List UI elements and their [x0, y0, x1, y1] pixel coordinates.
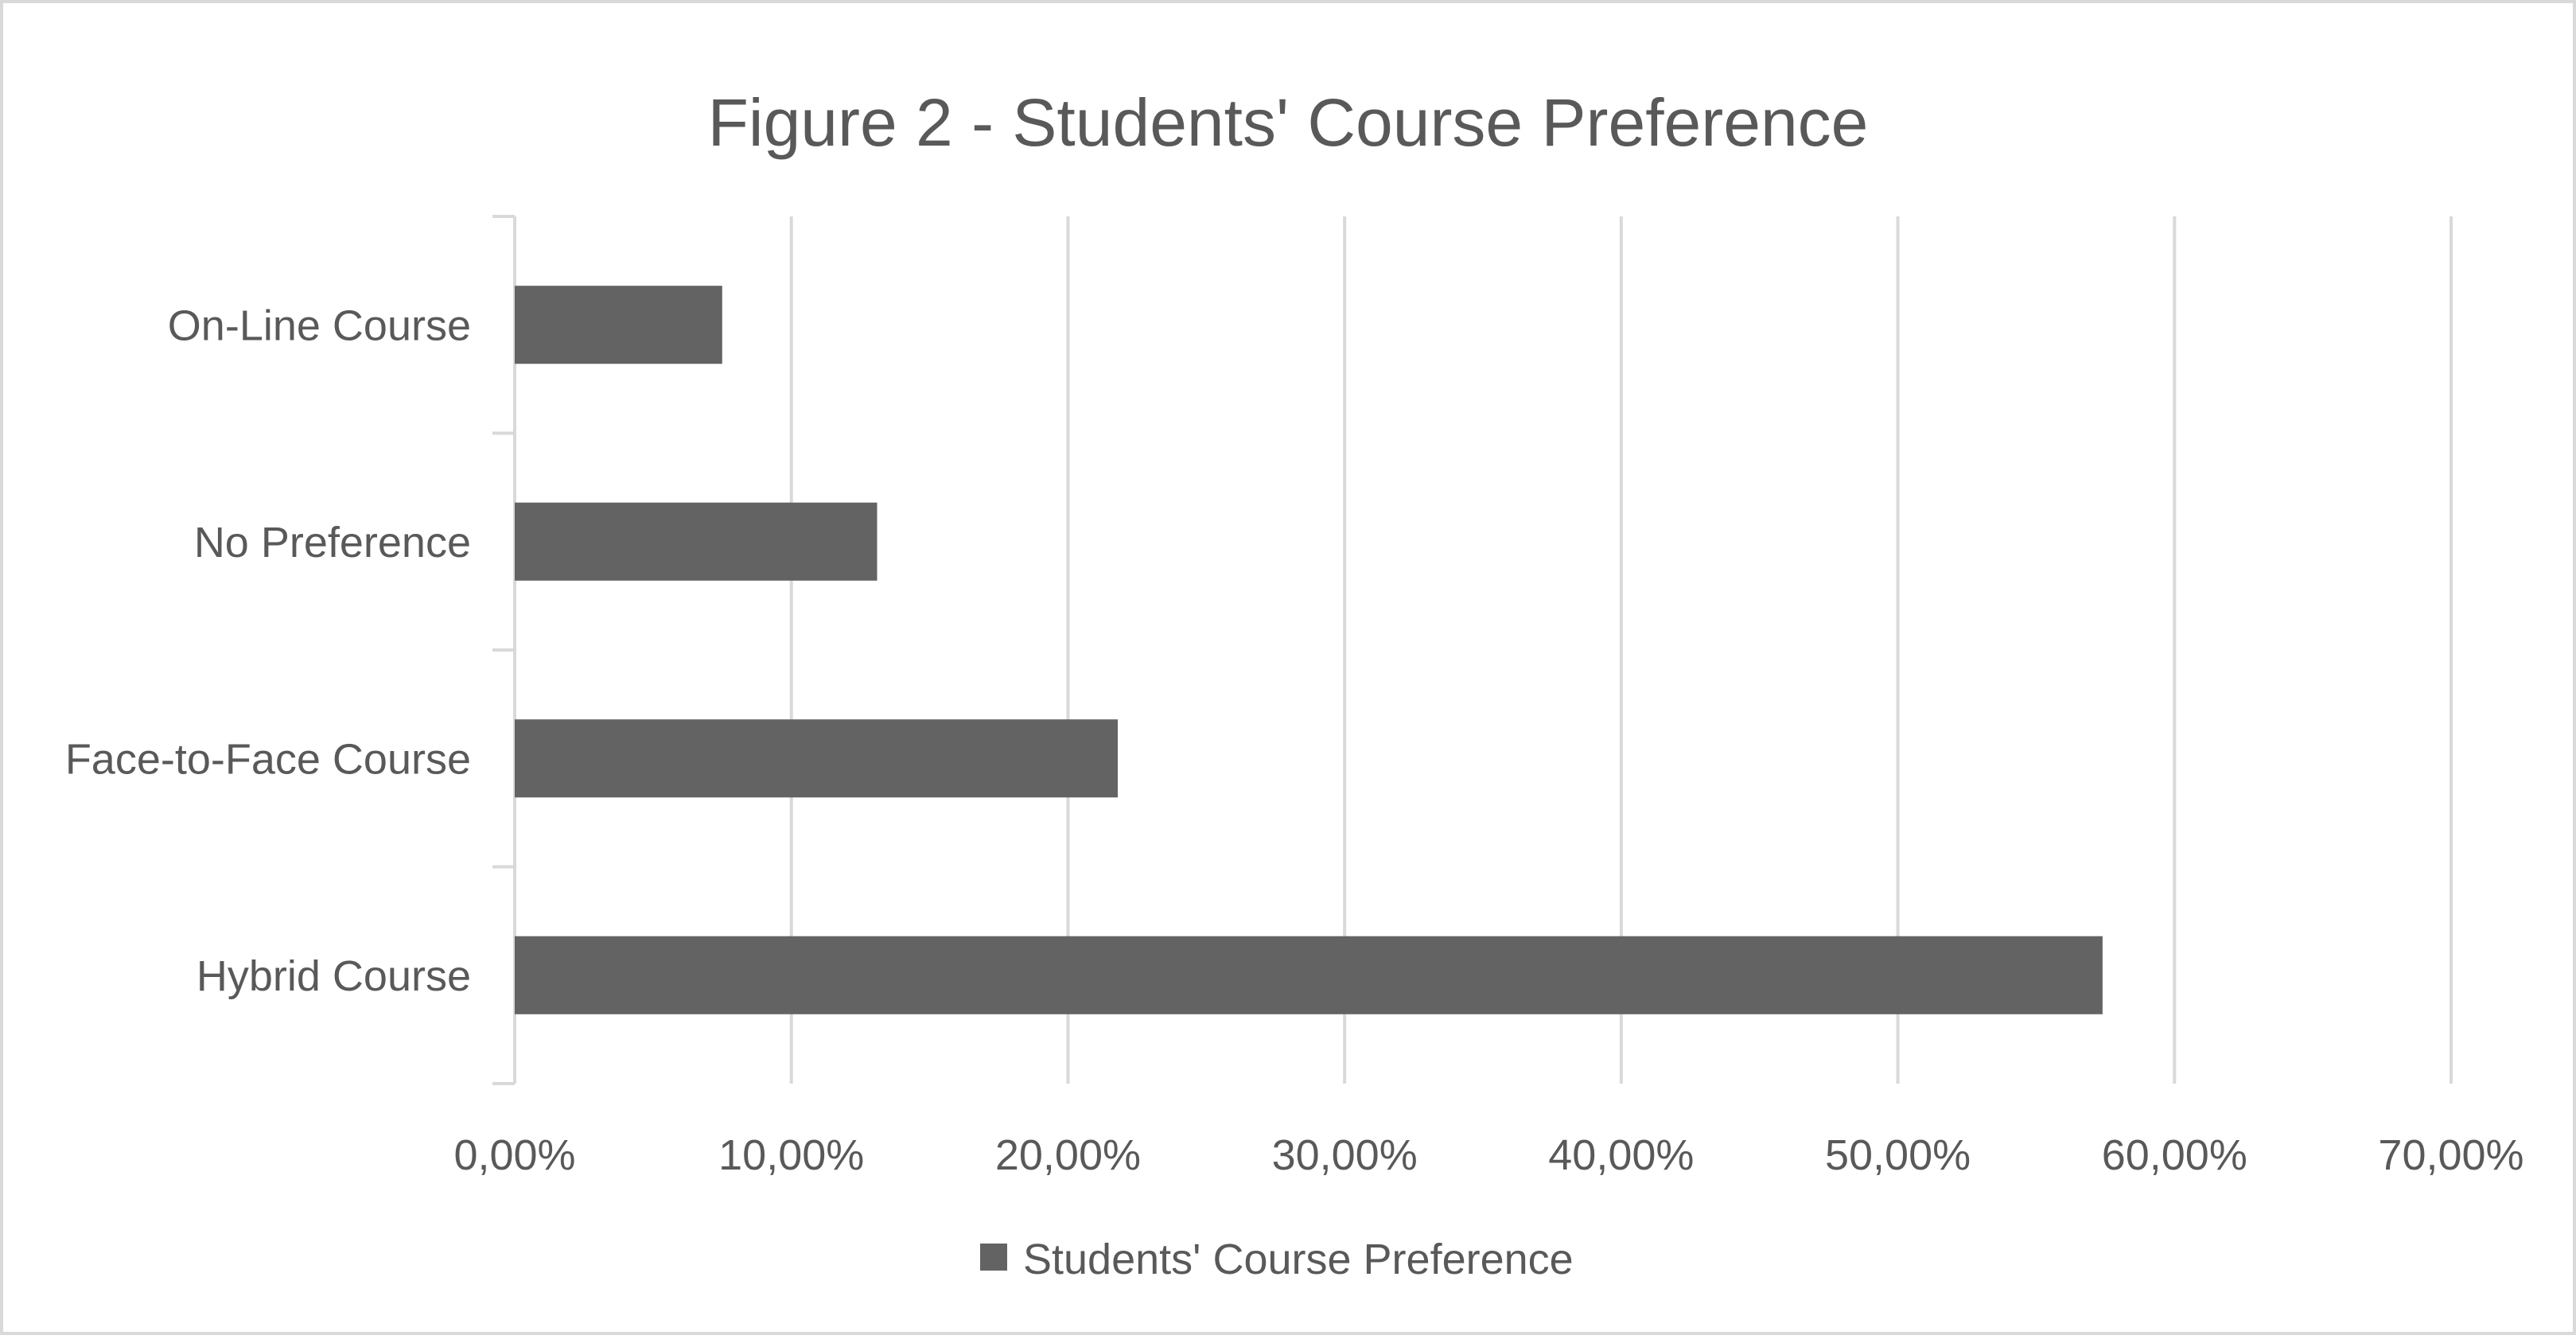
- bar-no-preference: [515, 502, 877, 581]
- x-tick-labels: 0,00% 10,00% 20,00% 30,00% 40,00% 50,00% 60,00…: [453, 1131, 2523, 1179]
- bar-on-line-course: [515, 286, 722, 364]
- category-label: Face-to-Face Course: [65, 735, 471, 783]
- bar-face-to-face-course: [515, 719, 1119, 798]
- category-label: Hybrid Course: [197, 952, 471, 1000]
- x-tick-label: 40,00%: [1548, 1131, 1694, 1179]
- category-label: No Preference: [194, 519, 471, 566]
- x-tick-label: 30,00%: [1272, 1131, 1418, 1179]
- chart-title: Figure 2 - Students' Course Preference: [708, 85, 1869, 160]
- legend: Students' Course Preference: [980, 1236, 1574, 1283]
- category-labels: On-Line Course No Preference Face-to-Face …: [65, 302, 471, 1000]
- x-tick-label: 50,00%: [1825, 1131, 1971, 1179]
- x-tick-label: 0,00%: [453, 1131, 575, 1179]
- x-tick-label: 10,00%: [718, 1131, 864, 1179]
- x-tick-label: 70,00%: [2378, 1131, 2523, 1179]
- legend-swatch: [980, 1244, 1007, 1271]
- bar-hybrid-course: [515, 936, 2103, 1014]
- x-tick-label: 60,00%: [2102, 1131, 2247, 1179]
- category-label: On-Line Course: [168, 302, 471, 349]
- legend-label: Students' Course Preference: [1023, 1236, 1574, 1283]
- bars: [515, 286, 2103, 1014]
- x-tick-label: 20,00%: [995, 1131, 1141, 1179]
